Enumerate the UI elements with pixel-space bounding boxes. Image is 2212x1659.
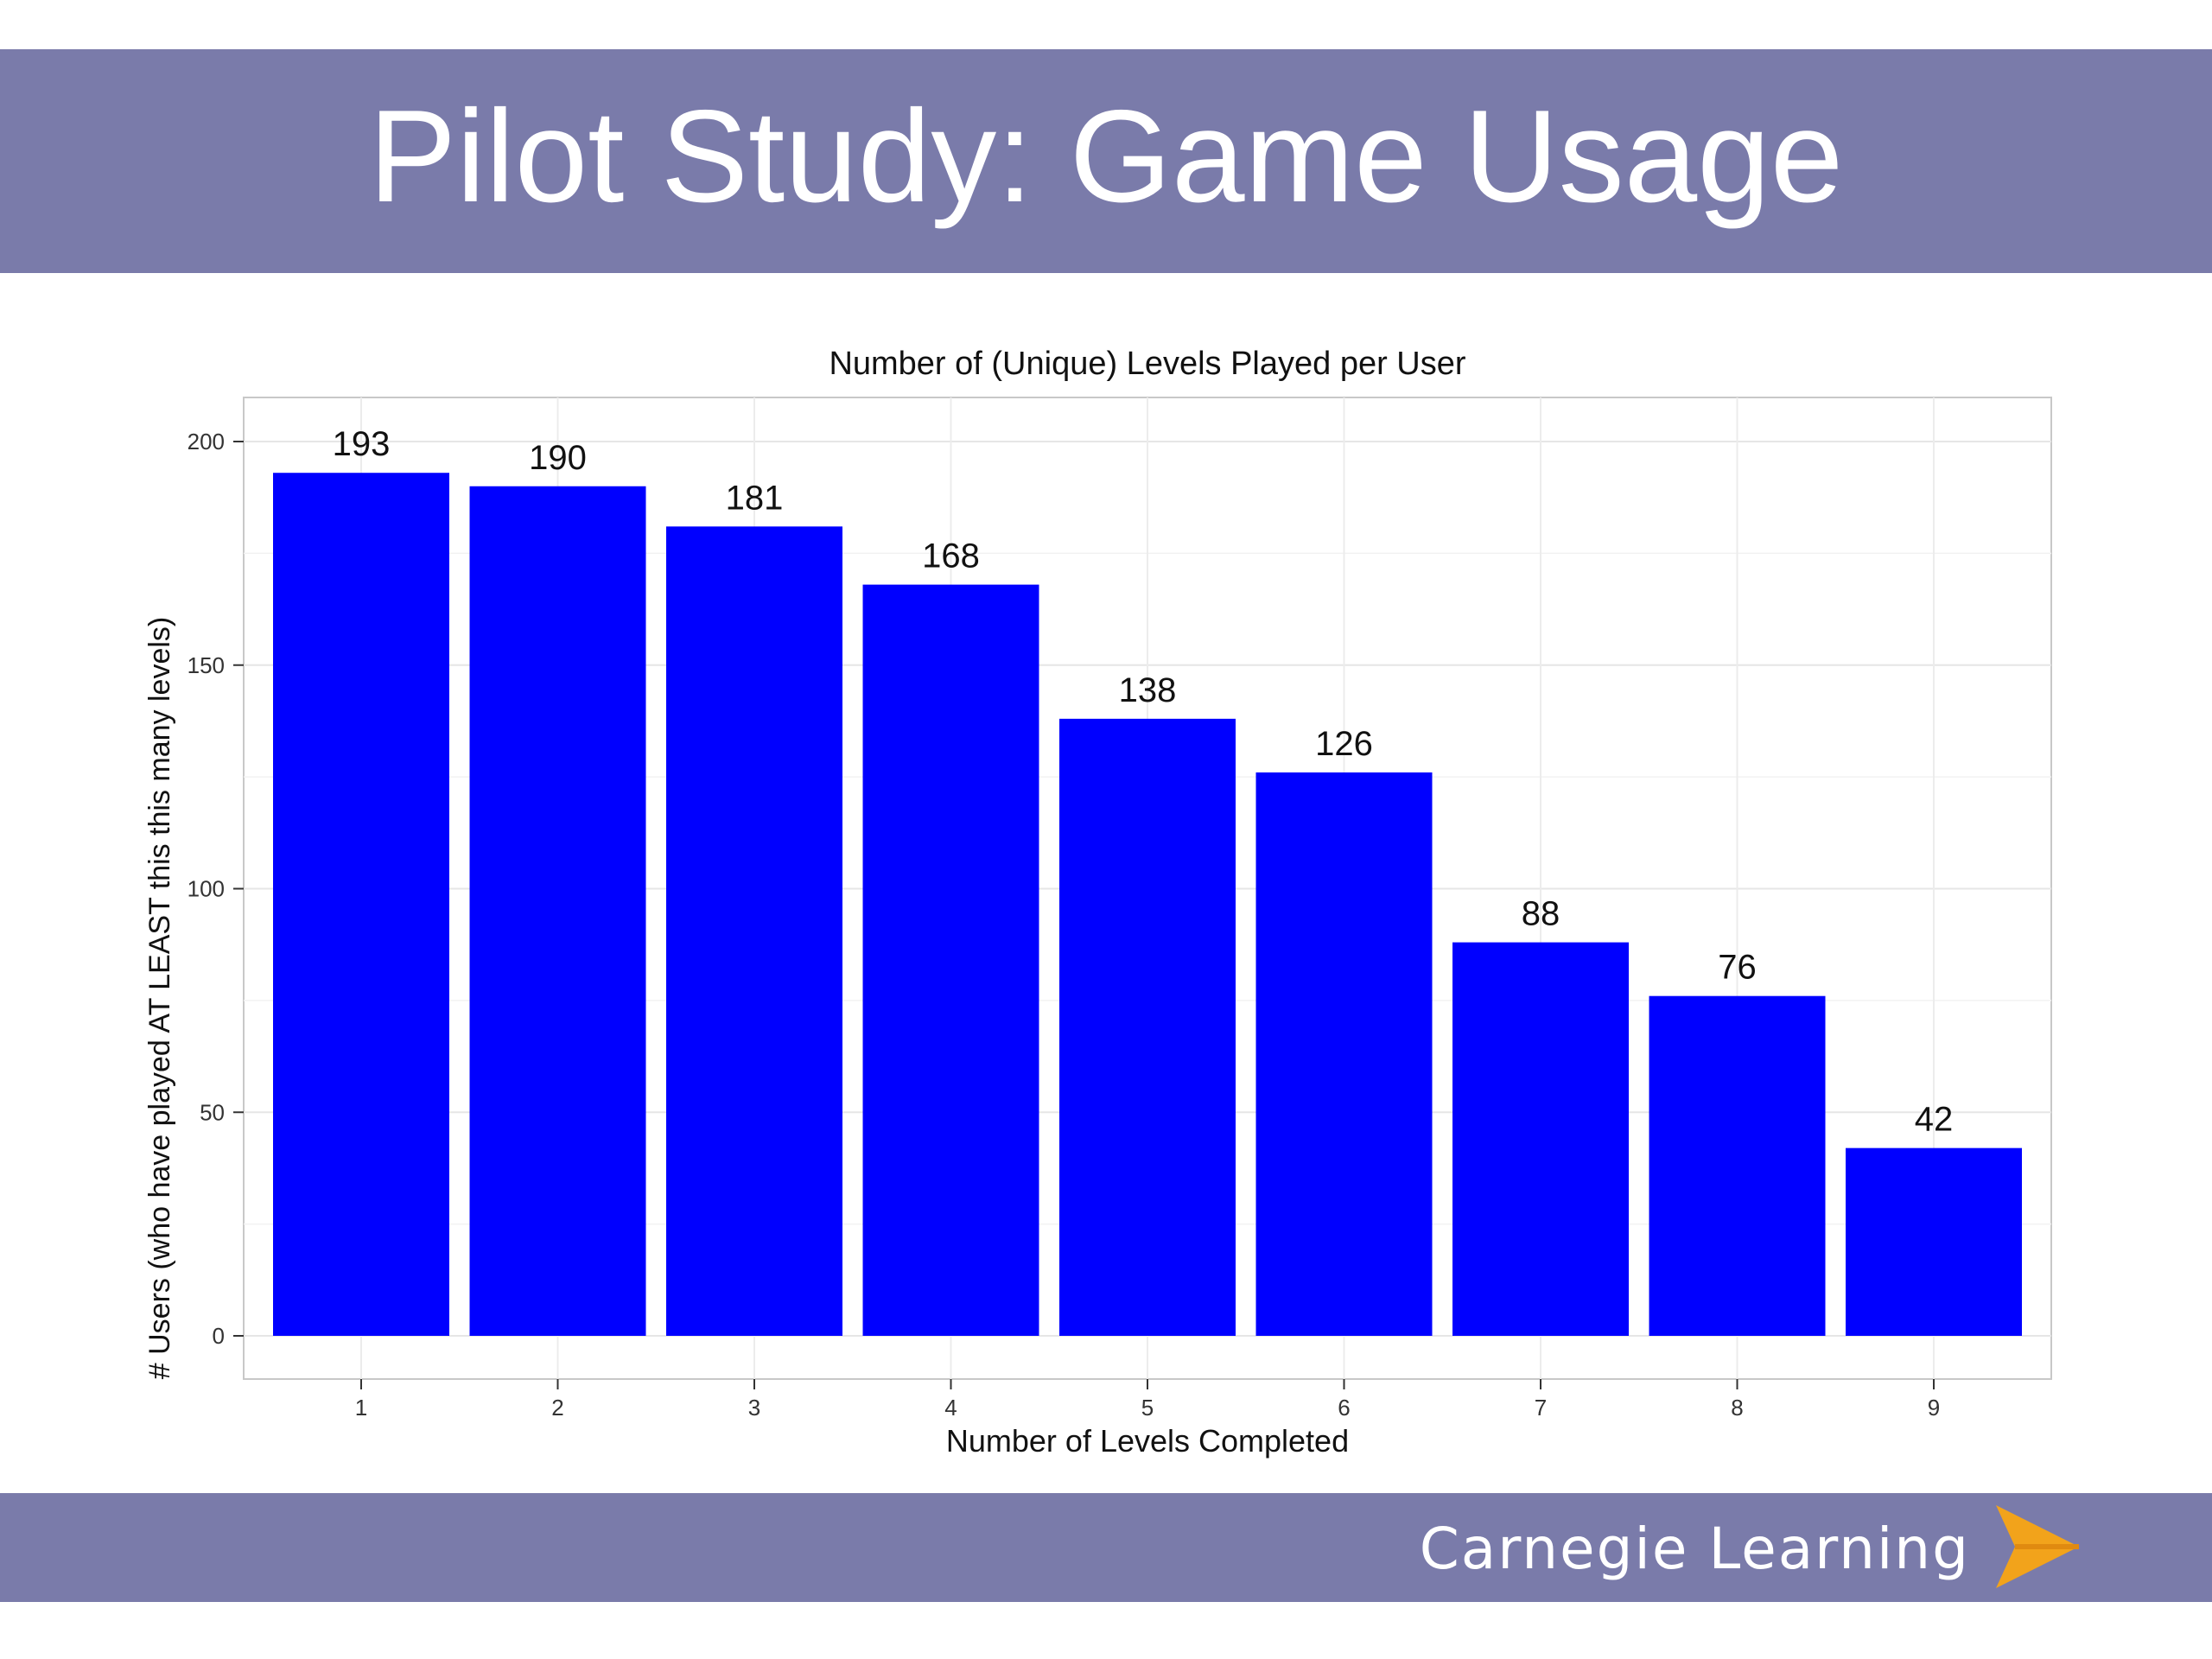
bar-value-label: 76	[1718, 949, 1757, 987]
x-axis-label: Number of Levels Completed	[946, 1423, 1349, 1459]
chart-title: Number of (Unique) Levels Played per Use…	[829, 346, 1465, 382]
bar-value-label: 126	[1315, 725, 1373, 763]
x-tick-label: 1	[355, 1395, 367, 1421]
bar-value-label: 42	[1915, 1101, 1954, 1139]
x-tick-label: 5	[1141, 1395, 1154, 1421]
slide-title: Pilot Study: Game Usage	[368, 82, 1844, 230]
brand-name: Carnegie Learning	[1419, 1516, 1970, 1582]
chart-area: Number of (Unique) Levels Played per Use…	[0, 285, 2212, 1478]
bar	[1059, 718, 1236, 1336]
bar-value-label: 193	[333, 425, 391, 463]
y-tick-label: 0	[213, 1323, 225, 1349]
x-tick-label: 9	[1928, 1395, 1940, 1421]
x-tick-label: 7	[1535, 1395, 1547, 1421]
bar-value-label: 168	[922, 537, 980, 575]
x-tick-label: 3	[748, 1395, 760, 1421]
bar	[666, 526, 842, 1336]
bar-value-label: 88	[1522, 895, 1560, 933]
y-tick-label: 200	[188, 429, 225, 454]
bar	[1846, 1147, 2022, 1336]
y-axis-label: # Users (who have played AT LEAST this t…	[143, 617, 176, 1380]
bar	[1255, 772, 1433, 1336]
x-tick-label: 4	[944, 1395, 957, 1421]
bar-value-label: 138	[1119, 671, 1177, 709]
bar-value-label: 190	[529, 439, 587, 477]
bar	[1649, 995, 1826, 1336]
y-tick-label: 50	[200, 1099, 225, 1125]
bar-chart: Number of (Unique) Levels Played per Use…	[143, 346, 2052, 1459]
x-tick-label: 2	[551, 1395, 563, 1421]
bars: 193 190 181 168 138 126 88 76 42	[273, 425, 2022, 1336]
bar-value-label: 181	[726, 479, 784, 517]
x-tick-label: 8	[1731, 1395, 1743, 1421]
bar	[469, 486, 646, 1336]
chevron-right-logo-icon	[1996, 1505, 2079, 1588]
bar	[862, 584, 1039, 1336]
y-tick-label: 150	[188, 652, 225, 678]
y-tick-label: 100	[188, 876, 225, 902]
axes: 0 50 100 150 200 1 2 3 4 5 6 7 8 9	[188, 429, 1941, 1421]
bar	[273, 473, 449, 1336]
bar	[1452, 942, 1629, 1336]
title-band: Pilot Study: Game Usage	[0, 49, 2212, 273]
footer-band: Carnegie Learning	[0, 1493, 2212, 1602]
x-tick-label: 6	[1338, 1395, 1350, 1421]
